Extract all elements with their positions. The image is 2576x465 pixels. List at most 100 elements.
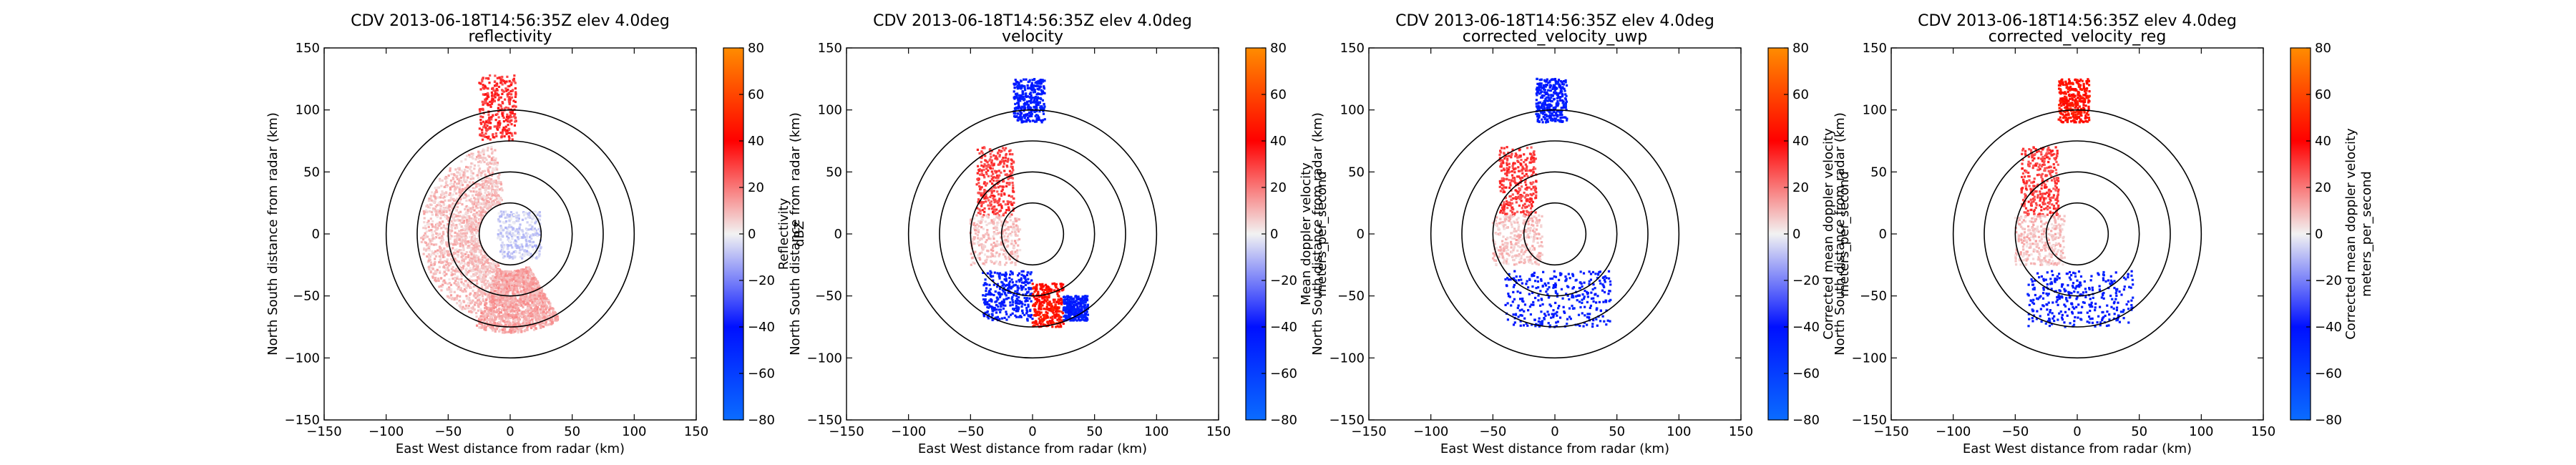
echo-point [427,225,430,228]
echo-point [989,255,992,258]
echo-point [519,278,522,281]
x-tick-label: −100 [369,424,404,439]
echo-point [511,112,514,115]
echo-point [490,158,493,162]
echo-point [1024,288,1028,290]
echo-point [485,321,489,324]
echo-point [496,162,499,165]
echo-point [499,272,502,275]
echo-point [446,243,449,245]
echo-point [1005,182,1008,185]
echo-point [451,207,454,210]
echo-point [500,213,504,216]
echo-point [990,159,994,162]
echo-point [532,313,535,316]
echo-point [484,197,487,200]
echo-point [532,248,535,251]
echo-point [456,175,459,177]
echo-point [509,112,512,114]
echo-point [530,290,533,293]
echo-point [1012,222,1015,225]
echo-point [444,281,447,285]
echo-point [985,293,987,296]
echo-point [497,264,500,267]
echo-point [505,283,509,285]
echo-point [514,112,517,116]
echo-point [454,199,457,202]
echo-point [519,298,522,301]
echo-point [477,248,480,250]
echo-point [460,232,463,235]
echo-point [550,320,553,323]
echo-point [1005,294,1008,297]
echo-point [971,257,974,260]
echo-point [507,331,511,333]
echo-point [472,265,475,268]
echo-point [1008,315,1010,318]
echo-point [507,225,510,229]
echo-point [467,270,470,274]
echo-point [535,308,538,310]
echo-point [1018,218,1020,221]
echo-point [472,268,475,271]
echo-point [490,187,493,190]
echo-point [509,324,512,327]
echo-point [457,236,460,239]
echo-point [504,284,507,287]
echo-point [467,282,469,285]
echo-point [459,222,462,226]
echo-point [498,296,501,299]
echo-point [470,183,473,186]
echo-point [494,191,497,194]
echo-point [537,300,540,304]
echo-point [495,298,499,302]
echo-point [492,300,495,303]
echo-point [989,165,992,167]
echo-point [482,116,484,119]
echo-point [447,283,449,285]
echo-point [477,245,480,248]
echo-point [990,170,993,173]
echo-point [511,298,514,301]
echo-point [493,180,496,182]
echo-point [459,262,462,265]
chart-title: CDV 2013-06-18T14:56:35Z elev 4.0deg [873,12,1192,30]
echo-point [514,330,517,333]
echo-point [443,185,446,189]
echo-point [471,258,474,260]
echo-point [1012,308,1015,310]
echo-point [464,285,467,288]
echo-point [473,263,476,266]
echo-point [1008,174,1011,177]
echo-point [470,243,473,245]
echo-point [507,238,509,241]
echo-point [515,277,518,280]
echo-point [495,290,498,294]
echo-point [1005,310,1008,313]
echo-point [1000,171,1002,174]
echo-point [504,106,507,109]
echo-point [998,275,1001,278]
echo-point [499,79,502,82]
echo-point [453,206,457,209]
echo-point [1005,173,1008,176]
echo-point [514,283,518,285]
echo-point [531,300,534,303]
echo-point [535,293,538,296]
echo-point [499,220,502,223]
echo-point [474,182,477,185]
echo-point [469,310,472,313]
echo-point [530,234,533,237]
echo-point [977,228,980,232]
echo-point [976,148,980,151]
echo-point [464,304,468,307]
echo-point [459,288,462,291]
echo-point [509,253,513,255]
echo-point [1003,242,1006,245]
echo-point [484,314,487,317]
echo-point [471,207,474,211]
echo-point [999,185,1002,188]
echo-point [477,263,479,265]
echo-point [504,300,507,303]
echo-point [492,163,495,166]
